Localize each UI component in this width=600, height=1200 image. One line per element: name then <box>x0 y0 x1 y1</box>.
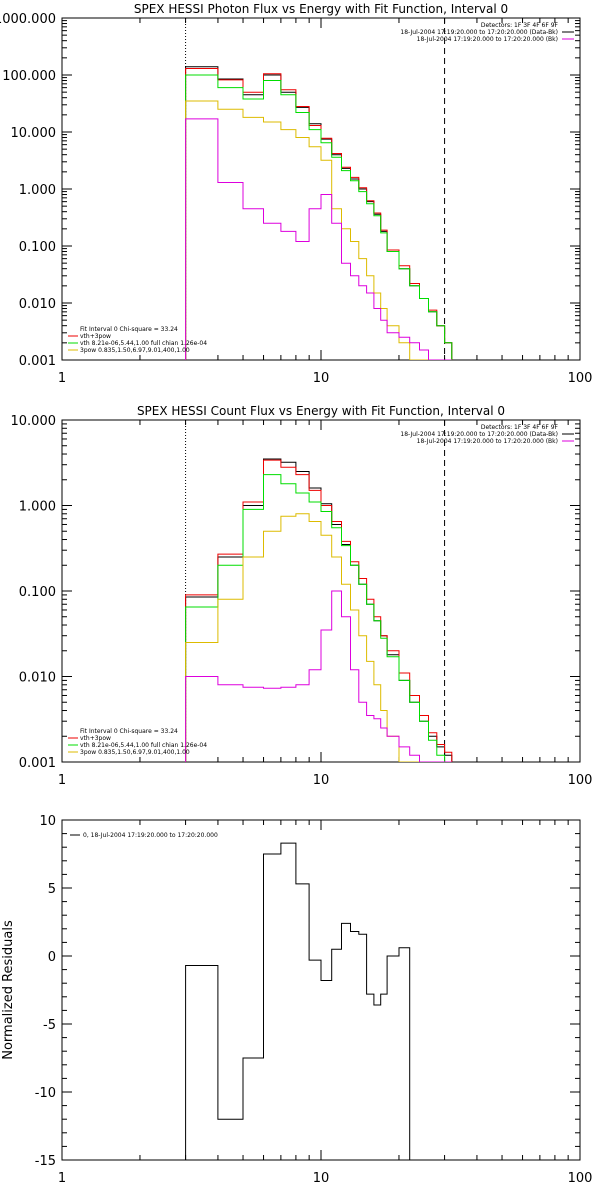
residuals-chart: 1 10 100 -15 -10 -5 0 5 10 Normalized Residuals 0,… <box>1 814 592 1186</box>
y-tick-label: -10 <box>35 1086 56 1101</box>
x-tick-label: 1 <box>58 1171 66 1186</box>
x-tick-label: 100 <box>568 371 593 386</box>
series-line-1 <box>185 459 453 762</box>
legend-top-entry: 0, 18-Jul-2004 17:19:20.000 to 17:20:20.… <box>83 832 218 839</box>
x-tick-label: 10 <box>313 1171 330 1186</box>
y-tick-label: 100.000 <box>2 69 56 84</box>
legend-right-entry: Detectors: 1F 3F 4F 6F 9F <box>481 22 559 29</box>
y-tick-label: 0 <box>48 950 56 965</box>
y-tick-label: 1.000 <box>19 183 56 198</box>
series-line-3 <box>185 100 452 360</box>
legend-right-entry: 18-Jul-2004 17:19:20.000 to 17:20:20.000… <box>400 431 558 438</box>
y-tick-label: 5 <box>48 882 56 897</box>
x-tick-label: 10 <box>313 773 330 788</box>
series-line-2 <box>185 74 453 360</box>
legend-left-entry: 3pow 0.835,1.50,6.97,9.01,400,1.00 <box>80 347 190 354</box>
series-line-0 <box>185 66 453 360</box>
series-group <box>185 842 411 1160</box>
x-tick-label: 1 <box>58 773 66 788</box>
legend-right-entry: Detectors: 1F 3F 4F 6F 9F <box>481 424 559 431</box>
y-tick-label: 10.000 <box>11 414 57 429</box>
y-tick-label: 0.001 <box>19 756 56 771</box>
legend-left-entry: vth 8.21e-06,5.44,1.00 full chian 1.26e-… <box>80 340 207 347</box>
series-line-0 <box>185 842 411 1160</box>
legend-left-entry: vth+3pow <box>80 735 111 742</box>
series-line-4 <box>185 590 452 762</box>
x-tick-label: 10 <box>313 371 330 386</box>
y-tick-label: 1000.000 <box>0 12 56 27</box>
series-line-2 <box>185 474 452 762</box>
y-tick-label: -15 <box>35 1154 56 1169</box>
y-tick-label: -5 <box>43 1018 56 1033</box>
series-line-4 <box>185 118 452 360</box>
chart-title: SPEX HESSI Photon Flux vs Energy with Fi… <box>134 2 508 16</box>
legend-left-entry: Fit Interval 0 Chi-square = 33.24 <box>80 728 178 735</box>
y-tick-label: 10 <box>39 814 56 829</box>
y-tick-label: 1.000 <box>19 500 56 515</box>
chart-title: SPEX HESSI Count Flux vs Energy with Fit… <box>137 404 505 418</box>
y-tick-label: 0.001 <box>19 354 56 369</box>
legend-right-entry: 18-Jul-2004 17:19:20.000 to 17:20:20.000… <box>417 438 558 445</box>
x-tick-label: 100 <box>568 773 593 788</box>
series-line-3 <box>185 513 452 762</box>
y-tick-label: 0.010 <box>19 671 56 686</box>
legend-right-entry: 18-Jul-2004 17:19:20.000 to 17:20:20.000… <box>400 29 558 36</box>
series-line-1 <box>185 68 453 360</box>
legend-left-entry: 3pow 0.835,1.50,6.97,9.01,400,1.00 <box>80 749 190 756</box>
legend-left-entry: vth 8.21e-06,5.44,1.00 full chian 1.26e-… <box>80 742 207 749</box>
series-line-0 <box>185 458 453 762</box>
y-tick-label: 0.010 <box>19 297 56 312</box>
legend-left-entry: vth+3pow <box>80 333 111 340</box>
series-group <box>185 458 453 762</box>
x-tick-label: 100 <box>568 1171 593 1186</box>
legend-left-entry: Fit Interval 0 Chi-square = 33.24 <box>80 326 178 333</box>
y-tick-label: 10.000 <box>11 126 57 141</box>
y-tick-label: 0.100 <box>19 240 56 255</box>
plot-frame <box>61 17 581 361</box>
plot-frame <box>61 419 581 763</box>
photon-flux-chart: SPEX HESSI Photon Flux vs Energy with Fi… <box>0 2 592 386</box>
y-tick-label: 0.100 <box>19 585 56 600</box>
x-tick-label: 1 <box>58 371 66 386</box>
series-group <box>185 66 453 360</box>
count-flux-chart: SPEX HESSI Count Flux vs Energy with Fit… <box>11 404 593 788</box>
y-axis-label: Normalized Residuals <box>1 920 16 1060</box>
legend-right-entry: 18-Jul-2004 17:19:20.000 to 17:20:20.000… <box>417 36 558 43</box>
plot-frame <box>61 819 581 1161</box>
